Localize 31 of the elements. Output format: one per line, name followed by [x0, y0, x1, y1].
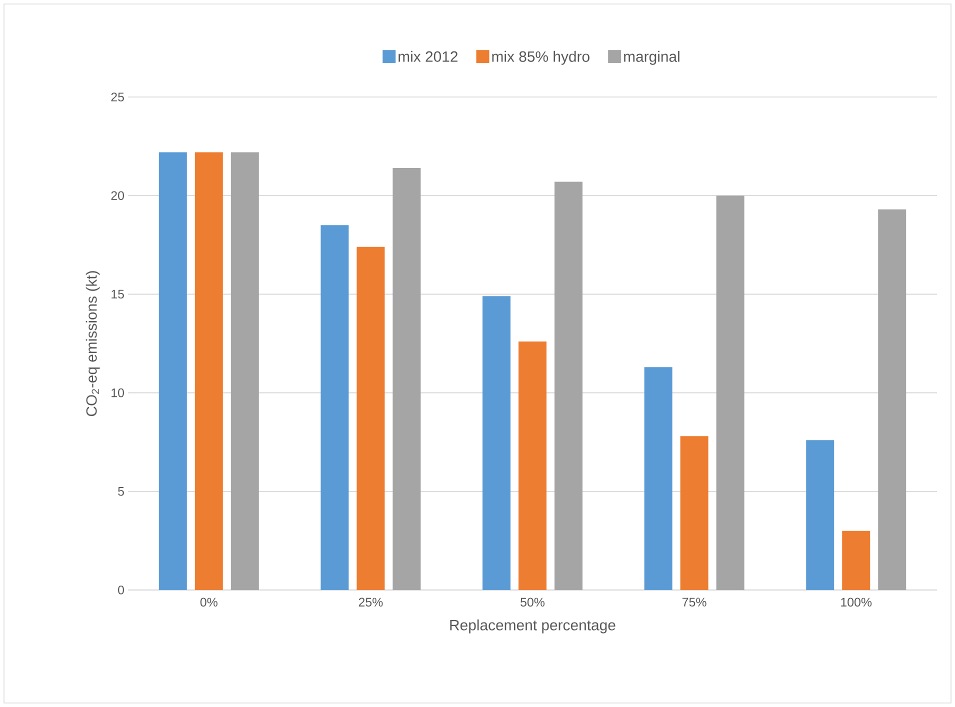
x-tick-label: 75%: [682, 598, 706, 607]
y-tick-label: 25: [111, 92, 124, 102]
y-axis-title: CO$_{2}$-eq emissions (kt): [86, 271, 100, 416]
x-tick-label: 100%: [841, 598, 872, 607]
x-tick-label: 0%: [200, 598, 218, 607]
legend-label: mix 85% hydro: [492, 50, 590, 65]
y-tick-label: 15: [112, 290, 124, 299]
y-tick-label: 20: [111, 191, 124, 200]
y-tick-label: 10: [112, 388, 124, 398]
y-tick-label: 0: [118, 586, 124, 594]
bar: [806, 440, 834, 590]
bar: [716, 196, 744, 590]
bar: [158, 152, 187, 590]
bar: [356, 246, 385, 590]
bar: [554, 182, 583, 590]
bar: [842, 530, 870, 590]
bar: [878, 209, 906, 590]
bar: [518, 342, 547, 590]
bar: [680, 436, 708, 590]
legend-label: marginal: [624, 50, 680, 65]
y-tick-label: 5: [118, 487, 124, 496]
bar: [644, 367, 672, 590]
bar: [230, 152, 259, 590]
bar: [194, 152, 223, 590]
bar: [392, 168, 421, 590]
bar: [482, 296, 511, 590]
x-tick-label: 25%: [358, 598, 383, 607]
x-tick-label: 50%: [520, 598, 545, 607]
legend-label: mix 2012: [398, 50, 458, 62]
bar: [320, 225, 349, 590]
x-axis-title: Replacement percentage: [450, 619, 616, 634]
